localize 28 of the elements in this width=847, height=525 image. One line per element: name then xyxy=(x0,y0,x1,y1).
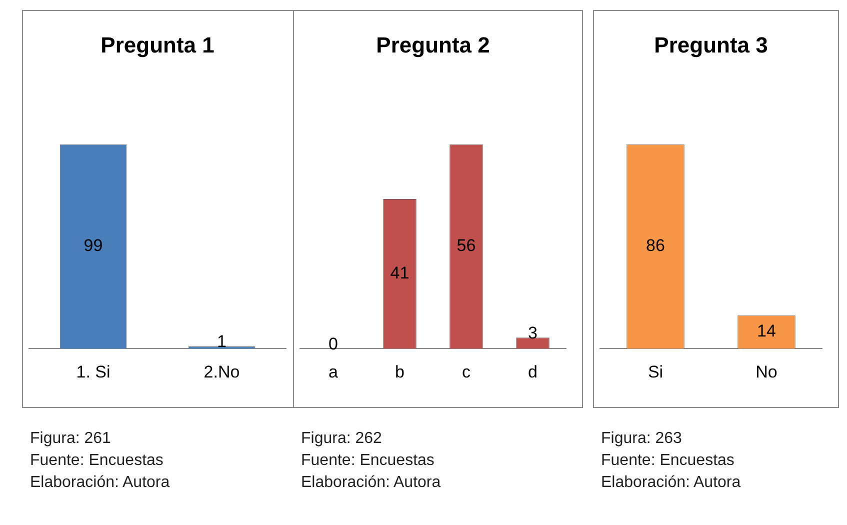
chart-title: Pregunta 2 xyxy=(376,32,490,58)
data-label: 56 xyxy=(456,236,476,256)
chart-title: Pregunta 1 xyxy=(100,32,214,58)
x-tick-label: Si xyxy=(648,362,664,382)
x-tick-label: b xyxy=(395,362,404,382)
data-label: 86 xyxy=(646,236,665,256)
source-note: Fuente: Encuestas xyxy=(601,451,736,471)
x-tick-label: 2.No xyxy=(204,362,240,382)
chart-title: Pregunta 3 xyxy=(654,32,768,58)
source-note: Fuente: Encuestas xyxy=(301,451,436,471)
x-tick-label: a xyxy=(328,362,339,382)
x-tick-label: c xyxy=(462,362,471,382)
data-label: 1 xyxy=(217,332,226,352)
text: Figura: 262 xyxy=(301,429,383,449)
x-tick-label: No xyxy=(756,362,778,382)
x-tick-label: 1. Si xyxy=(76,362,110,382)
text: Figura: 261 xyxy=(30,430,111,447)
source-note: Fuente: Encuestas xyxy=(30,452,164,469)
x-tick-label: d xyxy=(528,362,538,382)
text: Elaboración: Autora xyxy=(601,473,742,493)
text: Figura: 263 xyxy=(601,429,683,449)
data-label: 3 xyxy=(528,323,538,342)
data-label: 41 xyxy=(390,264,410,283)
data-label: 99 xyxy=(84,236,103,256)
data-label: 14 xyxy=(757,322,776,341)
data-label: 0 xyxy=(328,334,338,354)
text: Elaboración: Autora xyxy=(30,474,170,491)
text: Elaboración: Autora xyxy=(301,473,442,493)
